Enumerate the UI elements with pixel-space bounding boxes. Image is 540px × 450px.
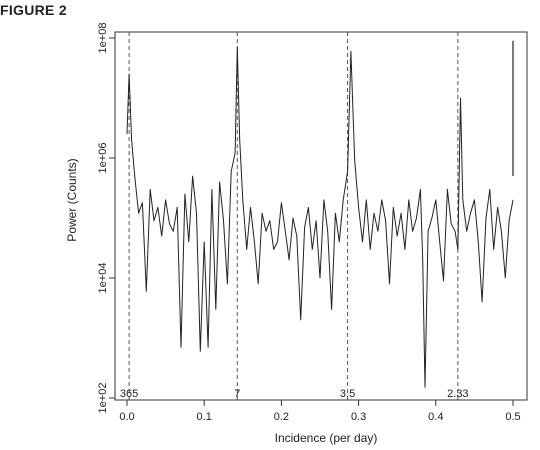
x-tick-label: 0.4 — [428, 411, 443, 423]
x-tick-label: 0.1 — [197, 411, 212, 423]
y-tick-label: 1e+08 — [97, 23, 109, 54]
y-axis: 1e+02 1e+04 1e+06 1e+08 — [97, 23, 116, 414]
x-tick-label: 0.0 — [119, 411, 134, 423]
reference-labels: 365 7 3.5 2.33 — [120, 388, 469, 400]
y-tick-label: 1e+02 — [97, 383, 109, 414]
y-axis-label: Power (Counts) — [65, 158, 79, 241]
x-axis-label: Incidence (per day) — [275, 431, 378, 445]
reference-line-label: 365 — [120, 388, 138, 400]
x-tick-label: 0.3 — [351, 411, 366, 423]
reference-line-label: 7 — [234, 388, 240, 400]
y-tick-label: 1e+04 — [97, 263, 109, 294]
series-line-0 — [126, 46, 514, 388]
y-tick-label: 1e+06 — [97, 143, 109, 174]
x-axis: 0.0 0.1 0.2 0.3 0.4 0.5 — [119, 399, 521, 423]
x-tick-label: 0.2 — [274, 411, 289, 423]
series-layer — [126, 40, 514, 388]
reference-line-label: 3.5 — [340, 388, 355, 400]
reference-lines — [128, 32, 459, 400]
reference-line-label: 2.33 — [447, 388, 468, 400]
x-tick-label: 0.5 — [505, 411, 520, 423]
figure-label: FIGURE 2 — [0, 2, 67, 18]
